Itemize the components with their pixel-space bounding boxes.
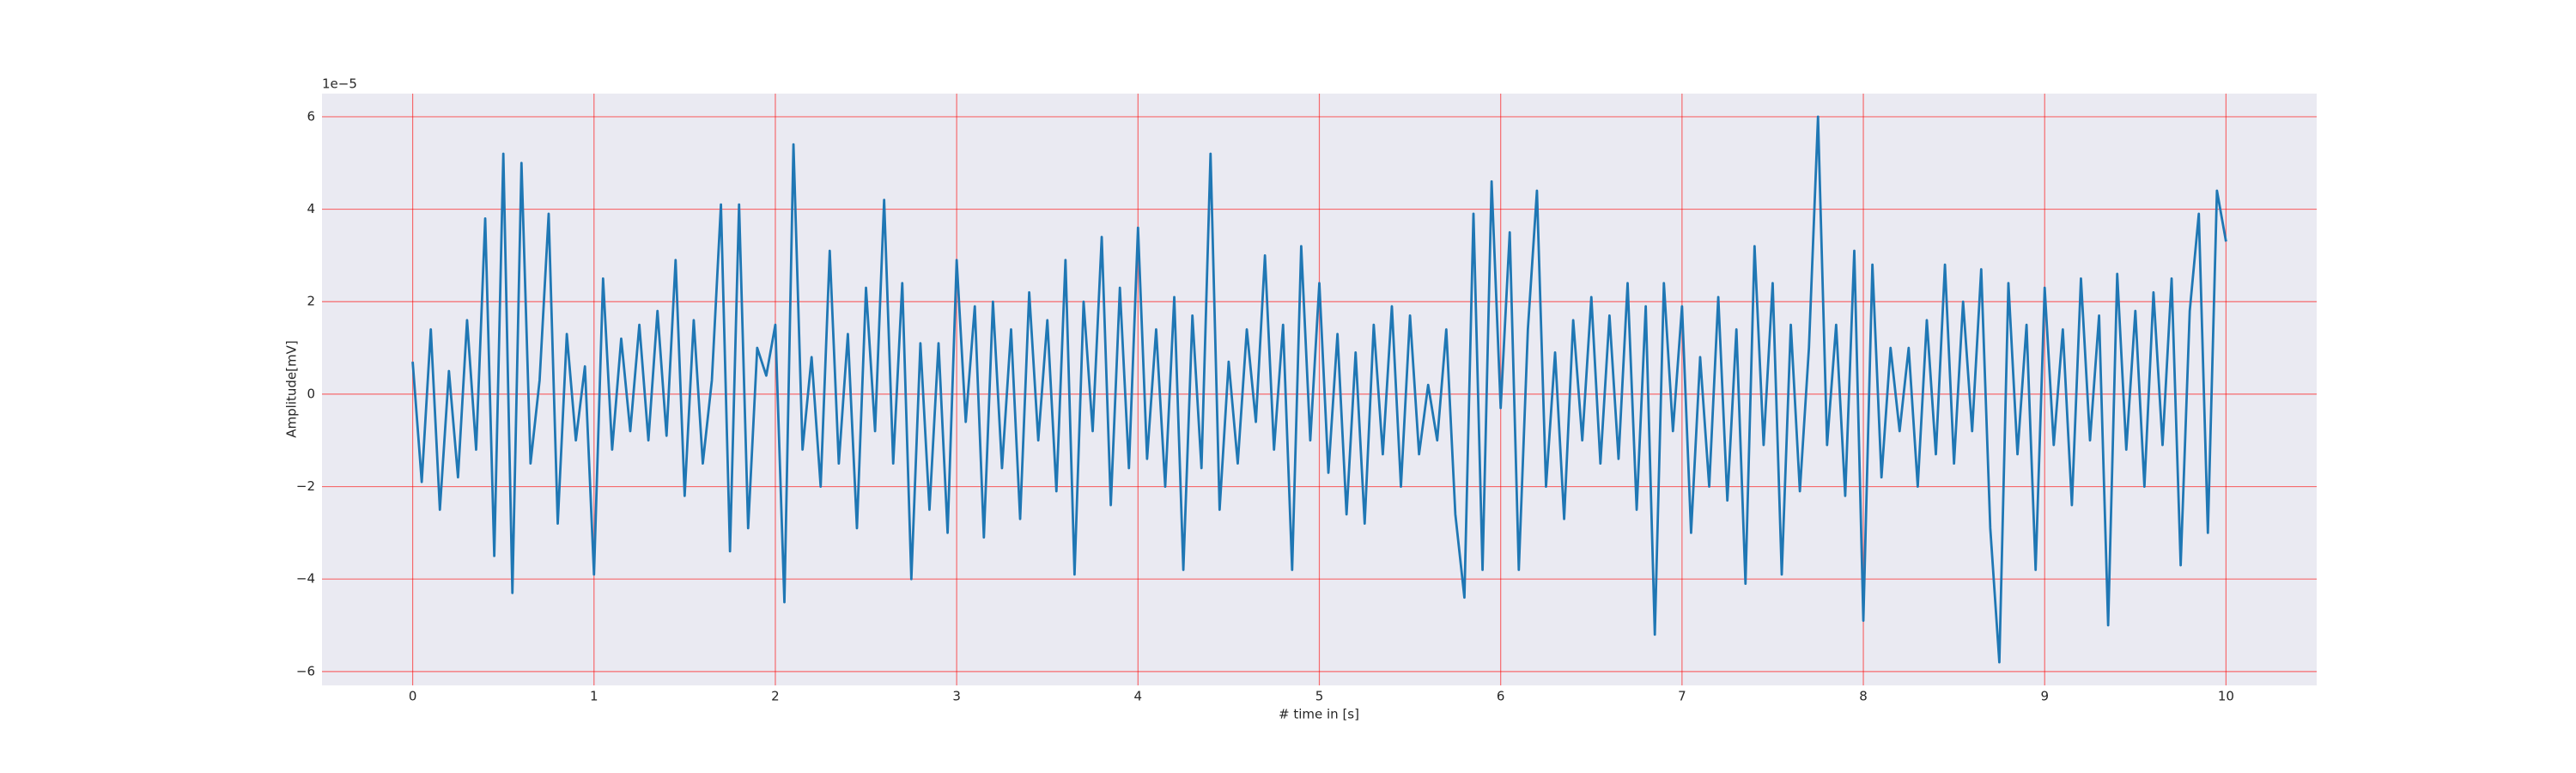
y-tick-label: 0: [307, 386, 315, 401]
x-tick-label: 2: [771, 689, 780, 704]
x-tick-label: 8: [1859, 689, 1868, 704]
y-tick-label: 4: [307, 201, 315, 216]
x-tick-label: 0: [409, 689, 417, 704]
signal-line: [411, 115, 2227, 664]
y-tick-label: 2: [307, 294, 315, 309]
x-tick-label: 4: [1134, 689, 1143, 704]
y-tick-label: 6: [307, 108, 315, 124]
x-tick-label: 10: [2218, 689, 2234, 704]
x-axis-label: # time in [s]: [1279, 707, 1359, 722]
x-tick-label: 7: [1678, 689, 1686, 704]
x-tick-label: 1: [590, 689, 598, 704]
y-axis-label: Amplitude[mV]: [284, 340, 300, 437]
x-tick-label: 9: [2040, 689, 2049, 704]
x-tick-label: 3: [952, 689, 961, 704]
x-tick-label: 6: [1497, 689, 1505, 704]
axis-offset-label: 1e−5: [322, 76, 357, 92]
x-tick-label: 5: [1315, 689, 1324, 704]
y-tick-label: −2: [296, 478, 315, 494]
y-tick-label: −6: [296, 663, 315, 679]
y-tick-label: −4: [296, 571, 315, 587]
